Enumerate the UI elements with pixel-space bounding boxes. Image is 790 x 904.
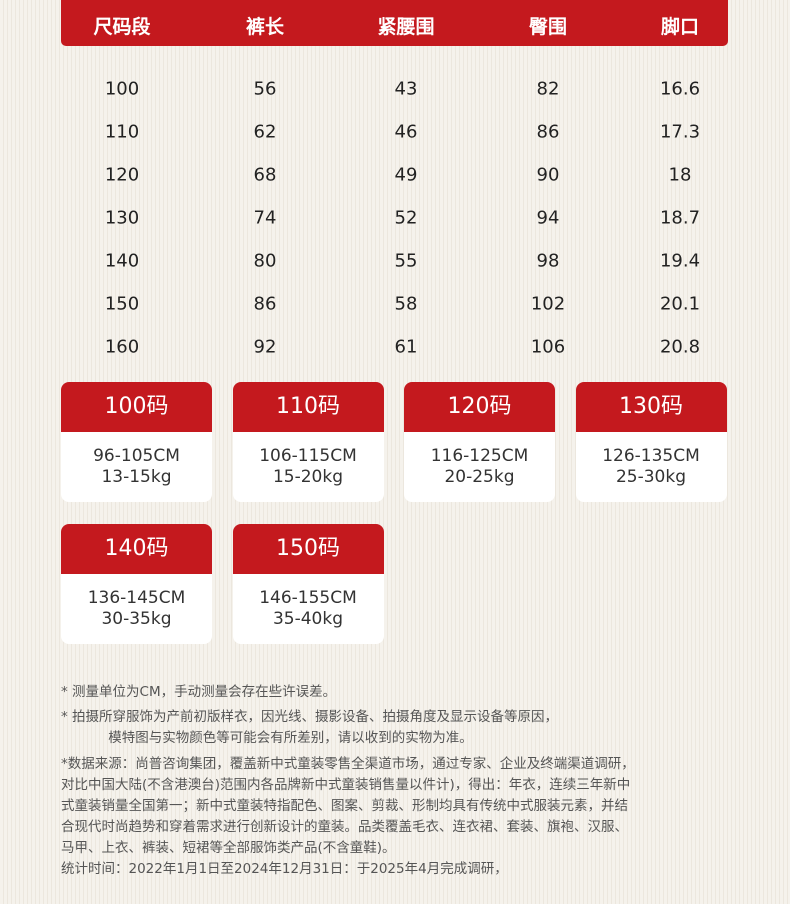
- table-cell: 16.6: [659, 78, 701, 100]
- table-cell: 61: [394, 336, 418, 358]
- size-card: 100码 96-105CM 13-15kg: [61, 382, 212, 502]
- size-card-title: 110码: [232, 382, 384, 432]
- table-cell: 20.1: [659, 293, 701, 315]
- size-card-height: 146-155CM: [259, 588, 357, 608]
- size-card-height: 96-105CM: [93, 446, 180, 466]
- table-cell: 110: [104, 121, 140, 143]
- size-card-height: 136-145CM: [87, 588, 186, 608]
- notes: * 测量单位为CM，手动测量会存在些许误差。 * 拍摄所穿服饰为产前初版样衣，因…: [61, 682, 741, 880]
- table-cell: 55: [394, 250, 418, 272]
- note-line: * 拍摄所穿服饰为产前初版样衣，因光线、摄影设备、拍摄角度及显示设备等原因，: [61, 709, 559, 725]
- size-card: 130码 126-135CM 25-30kg: [575, 382, 727, 502]
- table-cell: 74: [253, 207, 277, 229]
- column-header: 紧腰围: [377, 16, 435, 38]
- size-card-title: 140码: [61, 524, 212, 574]
- table-cell: 80: [253, 250, 277, 272]
- table-cell: 62: [253, 121, 277, 143]
- size-card-title: 130码: [575, 382, 727, 432]
- size-card-height: 106-115CM: [259, 446, 357, 466]
- size-card-height: 116-125CM: [430, 446, 529, 466]
- note-line: * 测量单位为CM，手动测量会存在些许误差。: [61, 684, 337, 700]
- size-card-title: 100码: [61, 382, 212, 432]
- note-line: 马甲、上衣、裤装、短裙等全部服饰类产品(不含童鞋)。: [61, 840, 396, 856]
- table-cell: 18.7: [659, 207, 701, 229]
- table-cell: 92: [253, 336, 277, 358]
- size-card-weight: 35-40kg: [272, 609, 344, 629]
- size-card-title: 150码: [232, 524, 384, 574]
- table-cell: 160: [104, 336, 140, 358]
- size-card-weight: 20-25kg: [444, 467, 515, 487]
- table-cell: 20.8: [659, 336, 701, 358]
- table-cell: 102: [530, 293, 566, 315]
- note-line: 对比中国大陆(不含港澳台)范围内各品牌新中式童装销售量以件计)，得出：年衣，连续…: [61, 777, 631, 793]
- note-line: *数据来源：尚普咨询集团，覆盖新中式童装零售全渠道市场，通过专家、企业及终端渠道…: [61, 756, 635, 772]
- table-cell: 106: [530, 336, 566, 358]
- table-cell: 150: [104, 293, 140, 315]
- table-cell: 68: [253, 164, 277, 186]
- table-cell: 120: [104, 164, 140, 186]
- size-card-weight: 13-15kg: [101, 467, 172, 487]
- size-card-weight: 15-20kg: [272, 467, 344, 487]
- size-table-header: 尺码段 裤长 紧腰围 臀围 脚口: [61, 0, 728, 46]
- table-cell: 130: [104, 207, 140, 229]
- size-card: 120码 116-125CM 20-25kg: [404, 382, 555, 502]
- size-card-weight: 25-30kg: [615, 467, 687, 487]
- column-header: 裤长: [245, 16, 285, 38]
- table-cell: 94: [536, 207, 560, 229]
- table-cell: 46: [394, 121, 418, 143]
- table-cell: 100: [104, 78, 140, 100]
- table-cell: 43: [394, 78, 418, 100]
- column-header: 尺码段: [93, 16, 151, 38]
- size-card: 140码 136-145CM 30-35kg: [61, 524, 212, 644]
- column-header: 臀围: [528, 16, 568, 38]
- note-line: 统计时间：2022年1月1日至2024年12月31日：于2025年4月完成调研，: [61, 861, 508, 877]
- size-card: 110码 106-115CM 15-20kg: [232, 382, 384, 502]
- table-cell: 98: [536, 250, 560, 272]
- note-line: 式童装销量全国第一；新中式童装特指配色、图案、剪裁、形制均具有传统中式服装元素，…: [61, 798, 628, 814]
- table-cell: 56: [253, 78, 277, 100]
- table-cell: 52: [394, 207, 418, 229]
- size-card: 150码 146-155CM 35-40kg: [232, 524, 384, 644]
- size-card-weight: 30-35kg: [101, 609, 172, 629]
- table-cell: 49: [394, 164, 418, 186]
- column-header: 脚口: [660, 16, 700, 38]
- note-line: 合现代时尚趋势和穿着需求进行创新设计的童装。品类覆盖毛衣、连衣裙、套装、旗袍、汉…: [61, 819, 628, 835]
- note-line: 模特图与实物颜色等可能会有所差别，请以收到的实物为准。: [61, 730, 473, 746]
- table-cell: 17.3: [659, 121, 701, 143]
- table-cell: 18: [668, 164, 692, 186]
- table-cell: 82: [536, 78, 560, 100]
- table-cell: 86: [536, 121, 560, 143]
- table-cell: 58: [394, 293, 418, 315]
- table-cell: 19.4: [659, 250, 701, 272]
- table-cell: 140: [104, 250, 140, 272]
- size-card-height: 126-135CM: [602, 446, 700, 466]
- table-cell: 86: [253, 293, 277, 315]
- size-card-title: 120码: [404, 382, 555, 432]
- table-cell: 90: [536, 164, 560, 186]
